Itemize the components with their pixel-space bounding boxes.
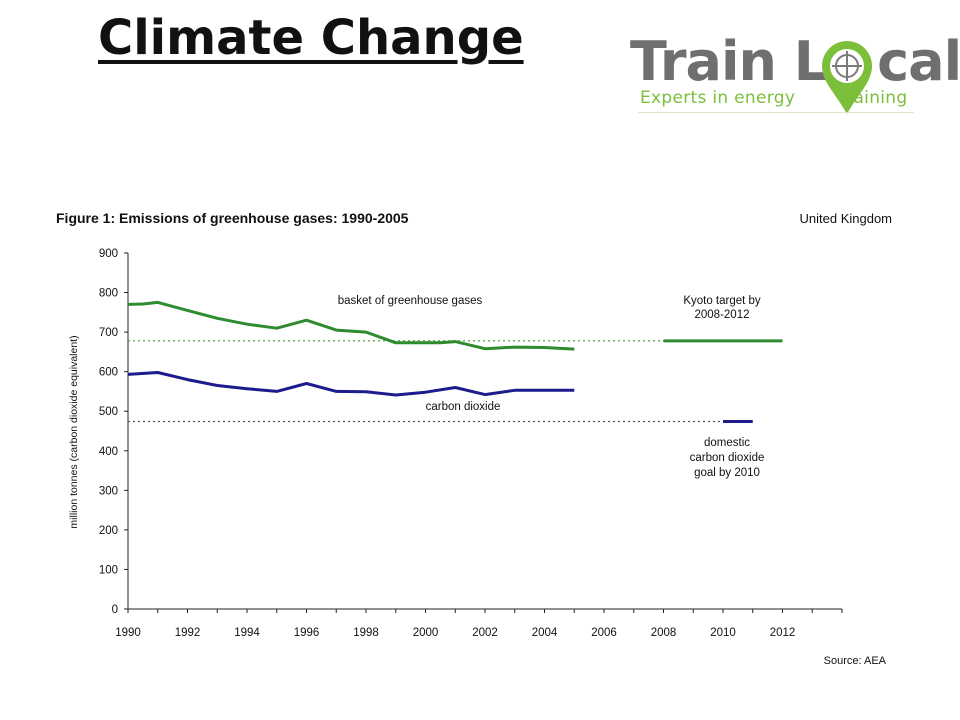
x-tick-label: 2002 xyxy=(472,627,498,639)
y-tick-label: 0 xyxy=(112,604,118,616)
logo-tagline-right: training xyxy=(839,88,908,108)
logo-word-left: Train L xyxy=(630,30,828,93)
chart-title: Figure 1: Emissions of greenhouse gases:… xyxy=(56,210,409,226)
x-tick-label: 2010 xyxy=(710,627,736,639)
chart-annotations: basket of greenhouse gases carbon dioxide… xyxy=(338,295,765,479)
x-tick-label: 2008 xyxy=(651,627,677,639)
x-tick-label: 1996 xyxy=(294,627,320,639)
location-pin-icon xyxy=(822,41,872,114)
y-axis-label: million tonnes (carbon dioxide equivalen… xyxy=(68,335,80,528)
reference-lines xyxy=(128,339,783,424)
x-tick-label: 2004 xyxy=(532,627,558,639)
domestic-goal-label: goal by 2010 xyxy=(694,467,760,479)
logo-tagline: Experts in energy training xyxy=(640,88,907,108)
x-tick-label: 2012 xyxy=(770,627,796,639)
x-tick-label: 1994 xyxy=(234,627,260,639)
y-tick-label: 600 xyxy=(99,367,118,379)
logo-rule xyxy=(638,112,914,113)
chart-region: United Kingdom xyxy=(800,211,893,226)
logo-word-right: cal xyxy=(877,30,960,93)
logo-tagline-left: Experts in energy xyxy=(640,88,796,108)
y-tick-label: 500 xyxy=(99,406,118,418)
y-tick-label: 900 xyxy=(99,248,118,260)
slide-title: Climate Change xyxy=(98,10,524,66)
chart-source: Source: AEA xyxy=(824,655,887,667)
y-tick-label: 100 xyxy=(99,564,118,576)
x-tick-label: 1990 xyxy=(115,627,141,639)
carbon-dioxide-line xyxy=(127,371,575,397)
x-tick-label: 1998 xyxy=(353,627,379,639)
y-tick-label: 700 xyxy=(99,327,118,339)
domestic-goal-label: domestic xyxy=(704,437,750,449)
y-tick-label: 200 xyxy=(99,525,118,537)
x-tick-label: 1992 xyxy=(175,627,201,639)
train-local-logo: Train L cal Experts in energy training xyxy=(630,30,960,118)
series-label-carbon-dioxide: carbon dioxide xyxy=(426,401,501,413)
data-series xyxy=(127,300,575,397)
y-tick-label: 300 xyxy=(99,485,118,497)
chart-axes: 0 100 200 300 400 500 600 700 800 900 1990 1992 1994… xyxy=(99,248,843,639)
x-tick-label: 2000 xyxy=(413,627,439,639)
greenhouse-gases-line xyxy=(127,300,575,351)
kyoto-target-label: Kyoto target by xyxy=(683,295,761,307)
series-label-greenhouse-gases: basket of greenhouse gases xyxy=(338,295,483,307)
kyoto-target-label: 2008-2012 xyxy=(695,309,750,321)
logo-wordmark: Train L cal xyxy=(630,30,960,93)
y-tick-label: 800 xyxy=(99,288,118,300)
x-tick-label: 2006 xyxy=(591,627,617,639)
domestic-goal-label: carbon dioxide xyxy=(690,452,765,464)
y-tick-label: 400 xyxy=(99,446,118,458)
